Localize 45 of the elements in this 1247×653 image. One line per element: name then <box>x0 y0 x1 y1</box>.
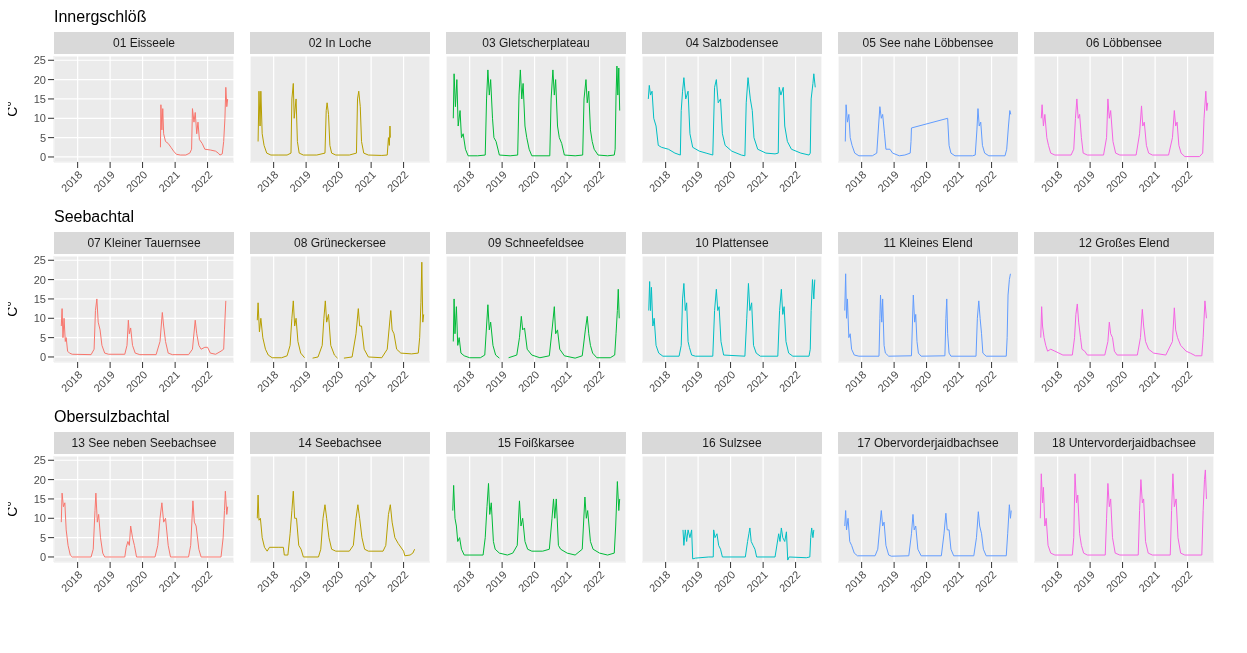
y-tick-label: 10 <box>33 312 46 325</box>
y-axis-title: C° <box>3 501 20 517</box>
chart-subtitle: 02 In Loche <box>308 36 372 50</box>
chart-subtitle: 12 Großes Elend <box>1078 236 1170 250</box>
y-tick-label: 25 <box>33 454 46 467</box>
y-tick-label: 0 <box>39 350 46 363</box>
line-series <box>60 298 227 356</box>
chart-subtitle: 10 Plattensee <box>695 236 769 250</box>
y-axis-title: C° <box>3 101 20 117</box>
chart-subtitle: 07 Kleiner Tauernsee <box>87 236 201 250</box>
chart-subtitle: 17 Obervorderjaidbachsee <box>857 436 999 450</box>
chart-subtitle: 01 Eisseele <box>112 36 176 50</box>
y-tick-label: 15 <box>33 492 46 505</box>
line-series <box>159 86 229 156</box>
chart-subtitle: 04 Salzbodensee <box>685 36 779 50</box>
chart-title: Innergschlöß <box>54 8 147 25</box>
y-tick-label: 25 <box>33 254 46 267</box>
chart-subtitle: 11 Kleines Elend <box>883 236 973 250</box>
chart-subtitle: 13 See neben Seebachsee <box>71 436 217 450</box>
chart-subtitle: 16 Sulzsee <box>702 436 762 450</box>
chart-title: Seebachtal <box>54 208 135 225</box>
y-tick-label: 5 <box>39 331 46 344</box>
chart-subtitle: 15 Foißkarsee <box>497 436 575 450</box>
y-tick-label: 0 <box>39 550 46 563</box>
y-tick-label: 5 <box>39 131 46 144</box>
chart-subtitle: 06 Löbbensee <box>1085 36 1163 50</box>
chart-subtitle: 05 See nahe Löbbensee <box>862 36 994 50</box>
chart-title: Obersulzbachtal <box>54 408 170 425</box>
chart-subtitle: 09 Schneefeldsee <box>487 236 585 250</box>
y-tick-label: 20 <box>33 273 46 286</box>
chart-subtitle: 08 Grüneckersee <box>293 236 387 250</box>
y-tick-label: 20 <box>33 473 46 486</box>
y-tick-label: 10 <box>33 512 46 525</box>
y-tick-label: 20 <box>33 73 46 86</box>
y-axis-title: C° <box>3 301 20 317</box>
y-tick-label: 25 <box>33 54 46 67</box>
line-series <box>60 490 229 558</box>
chart-subtitle: 14 Seebachsee <box>298 436 382 450</box>
y-tick-label: 15 <box>33 92 46 105</box>
y-tick-label: 10 <box>33 112 46 125</box>
y-tick-label: 0 <box>39 150 46 163</box>
chart-subtitle: 03 Gletscherplateau <box>482 36 590 50</box>
chart-subtitle: 18 Untervorderjaidbachsee <box>1051 436 1197 450</box>
y-tick-label: 5 <box>39 531 46 544</box>
y-tick-label: 15 <box>33 292 46 305</box>
